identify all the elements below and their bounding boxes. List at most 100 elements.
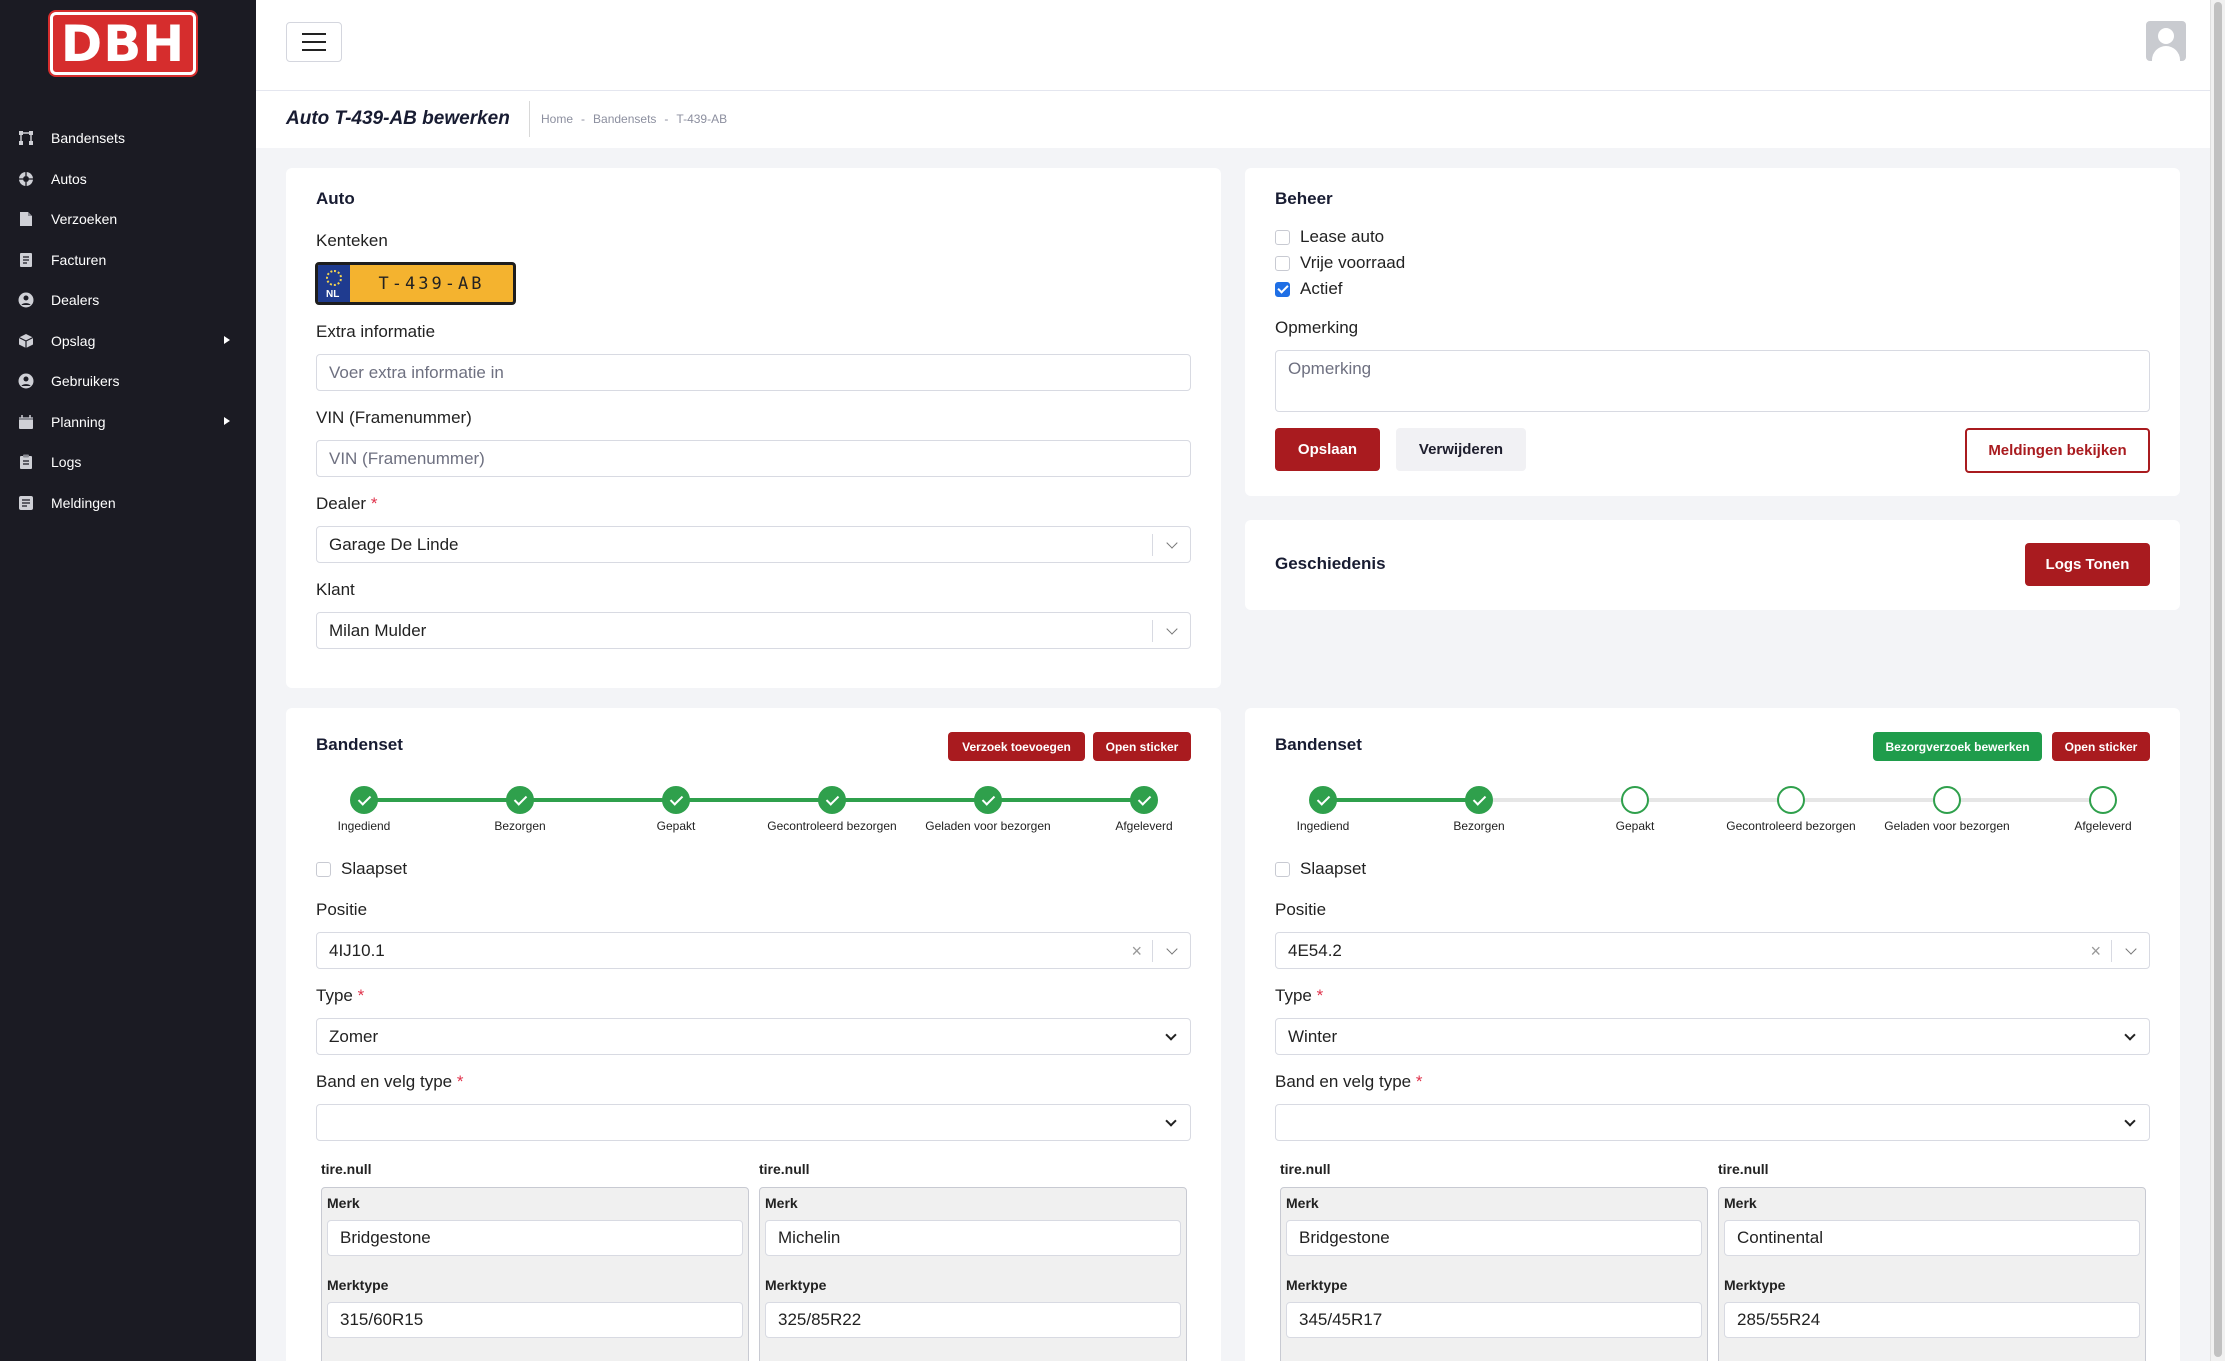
geschiedenis-title: Geschiedenis [1275, 554, 1386, 573]
sidebar-item-label: Autos [51, 170, 87, 187]
hamburger-menu-button[interactable] [286, 22, 342, 62]
klant-select[interactable]: Milan Mulder [316, 612, 1191, 649]
breadcrumb-home[interactable]: Home [541, 112, 574, 126]
logs-tonen-button[interactable]: Logs Tonen [2025, 543, 2150, 586]
sidebar-item-bandensets[interactable]: Bandensets [0, 118, 256, 159]
required-mark: * [357, 986, 365, 1005]
clear-icon[interactable]: × [2090, 941, 2101, 961]
positie-select[interactable]: 4IJ10.1 × [316, 932, 1191, 969]
sidebar-item-planning[interactable]: Planning [0, 402, 256, 443]
plate-country: NL [326, 289, 340, 300]
merktype-input[interactable]: 345/45R17 [1286, 1302, 1702, 1338]
sidebar-item-meldingen[interactable]: Meldingen [0, 483, 256, 524]
extra-info-input[interactable]: Voer extra informatie in [316, 354, 1191, 391]
sidebar-item-label: Dealers [51, 292, 100, 309]
sidebar-item-autos[interactable]: Autos [0, 159, 256, 200]
user-avatar[interactable] [2146, 21, 2186, 61]
positie-select[interactable]: 4E54.2 × [1275, 932, 2150, 969]
opslaan-button[interactable]: Opslaan [1275, 428, 1380, 471]
sidebar-item-label: Meldingen [51, 494, 116, 511]
sidebar-item-verzoeken[interactable]: Verzoeken [0, 199, 256, 240]
dealer-select[interactable]: Garage De Linde [316, 526, 1191, 563]
step-label: Gecontroleerd bezorgen [1726, 819, 1856, 833]
merktype-label: Merktype [1286, 1277, 1348, 1293]
chevron-down-icon[interactable] [2111, 1026, 2149, 1048]
users-icon [17, 372, 35, 390]
merk-input[interactable]: Michelin [765, 1220, 1181, 1256]
merktype-input[interactable]: 285/55R24 [1724, 1302, 2140, 1338]
sidebar-item-gebruikers[interactable]: Gebruikers [0, 361, 256, 402]
merktype-input[interactable]: 325/85R22 [765, 1302, 1181, 1338]
merk-input[interactable]: Bridgestone [327, 1220, 743, 1256]
type-select[interactable]: Winter [1275, 1018, 2150, 1055]
checkbox-label: Actief [1300, 279, 1343, 298]
step-label: Afgeleverd [2074, 819, 2132, 833]
step-label: Geladen voor bezorgen [925, 819, 1051, 833]
chevron-down-icon[interactable] [1152, 940, 1190, 962]
checkbox-box-checked[interactable] [1275, 281, 1290, 297]
bezorgverzoek-bewerken-button[interactable]: Bezorgverzoek bewerken [1873, 732, 2042, 761]
stepper-track [1323, 798, 2103, 802]
bandenset-title: Bandenset [1275, 735, 1362, 754]
calendar-icon [17, 413, 35, 431]
chevron-down-icon[interactable] [1152, 1112, 1190, 1134]
actief-checkbox[interactable]: Actief [1275, 279, 1343, 299]
meldingen-bekijken-button[interactable]: Meldingen bekijken [1965, 428, 2150, 473]
check-circle-icon [974, 786, 1002, 814]
open-sticker-button[interactable]: Open sticker [2052, 732, 2150, 761]
breadcrumb-bandensets[interactable]: Bandensets [593, 112, 657, 126]
lease-auto-checkbox[interactable]: Lease auto [1275, 227, 1384, 247]
sidebar-item-label: Bandensets [51, 130, 125, 147]
sidebar-item-logs[interactable]: Logs [0, 442, 256, 483]
status-stepper: Ingediend Bezorgen Gepakt Gecontroleerd bez… [286, 783, 1221, 833]
open-sticker-button[interactable]: Open sticker [1093, 732, 1191, 761]
caret-right-icon [224, 335, 230, 344]
sidebar-item-dealers[interactable]: Dealers [0, 280, 256, 321]
band-velg-select[interactable] [316, 1104, 1191, 1141]
verzoek-toevoegen-button[interactable]: Verzoek toevoegen [948, 732, 1085, 761]
opmerking-textarea[interactable]: Opmerking [1275, 350, 2150, 412]
type-select[interactable]: Zomer [316, 1018, 1191, 1055]
chevron-down-icon[interactable] [2111, 1112, 2149, 1134]
clipboard-icon [17, 453, 35, 471]
merk-input[interactable]: Continental [1724, 1220, 2140, 1256]
required-mark: * [1415, 1072, 1423, 1091]
band-velg-select[interactable] [1275, 1104, 2150, 1141]
chevron-down-icon[interactable] [1152, 534, 1190, 556]
sidebar-item-facturen[interactable]: Facturen [0, 240, 256, 281]
merktype-label: Merktype [765, 1277, 827, 1293]
chevron-down-icon[interactable] [1152, 620, 1190, 642]
slaapset-checkbox[interactable]: Slaapset [316, 859, 407, 879]
vin-input[interactable]: VIN (Framenummer) [316, 440, 1191, 477]
band-velg-label: Band en velg type * [316, 1072, 463, 1092]
step-gecontroleerd-bezorgen: Gecontroleerd bezorgen [752, 783, 912, 833]
merk-input[interactable]: Bridgestone [1286, 1220, 1702, 1256]
step-bezorgen: Bezorgen [440, 783, 600, 833]
dealer-value: Garage De Linde [329, 534, 459, 554]
dbh-logo[interactable]: DBH [50, 12, 196, 75]
merktype-input[interactable]: 315/60R15 [327, 1302, 743, 1338]
verwijderen-button[interactable]: Verwijderen [1396, 428, 1526, 471]
bandenset-title: Bandenset [316, 735, 403, 754]
stepper-progress [364, 798, 1144, 802]
chevron-down-icon[interactable] [2111, 940, 2149, 962]
step-ingediend: Ingediend [284, 783, 444, 833]
merk-label: Merk [1286, 1195, 1319, 1211]
checkbox-box[interactable] [316, 861, 331, 877]
scrollbar-thumb[interactable] [2214, 2, 2222, 1357]
type-value: Zomer [329, 1026, 379, 1046]
sidebar-item-opslag[interactable]: Opslag [0, 321, 256, 362]
checkbox-label: Lease auto [1300, 227, 1385, 246]
slaapset-checkbox[interactable]: Slaapset [1275, 859, 1366, 879]
vrije-voorraad-checkbox[interactable]: Vrije voorraad [1275, 253, 1405, 273]
page-scrollbar[interactable] [2210, 0, 2225, 1361]
checkbox-box[interactable] [1275, 229, 1290, 245]
checkbox-box[interactable] [1275, 255, 1290, 271]
step-geladen-voor-bezorgen: Geladen voor bezorgen [908, 783, 1068, 833]
breadcrumb: Home - Bandensets - T-439-AB [541, 112, 727, 126]
sidebar-item-label: Verzoeken [51, 211, 118, 228]
step-gepakt: Gepakt [596, 783, 756, 833]
clear-icon[interactable]: × [1131, 941, 1142, 961]
checkbox-box[interactable] [1275, 861, 1290, 877]
chevron-down-icon[interactable] [1152, 1026, 1190, 1048]
